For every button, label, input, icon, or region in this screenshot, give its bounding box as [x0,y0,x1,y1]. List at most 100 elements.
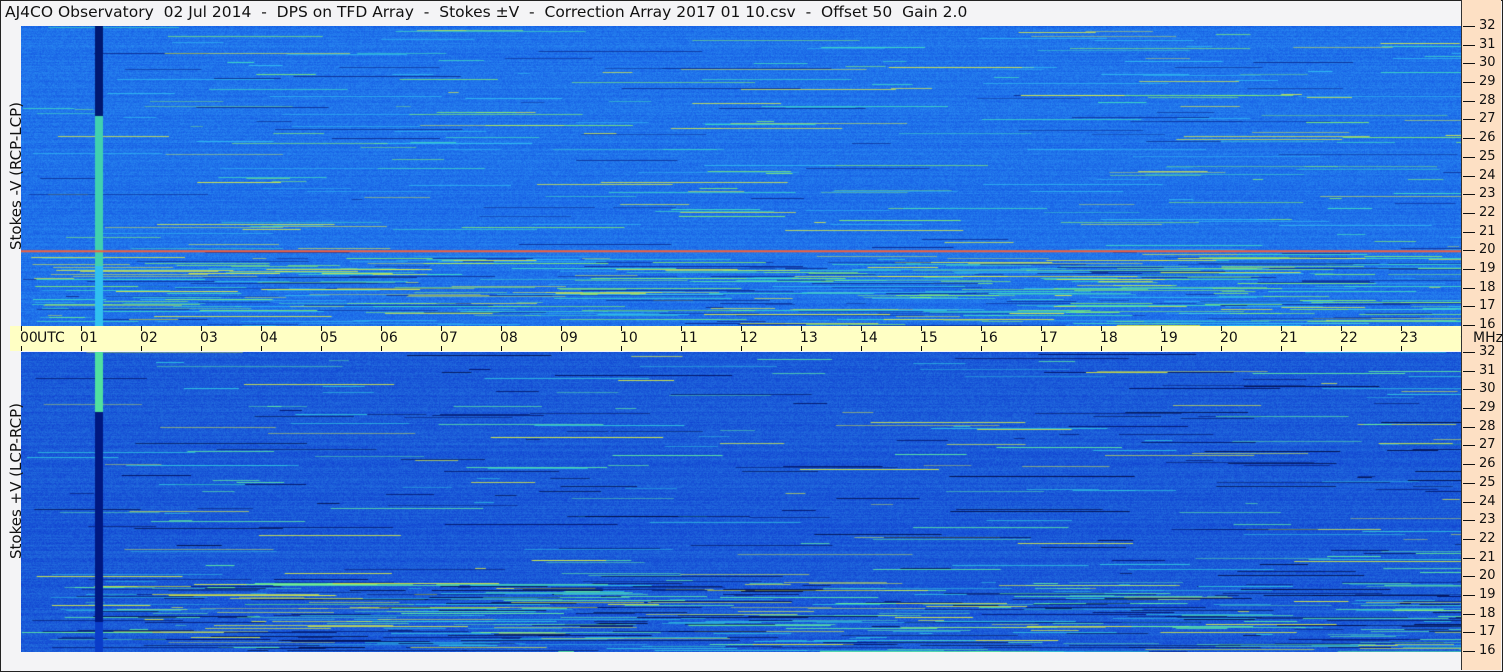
time-tick-mark [21,326,22,331]
freq-tick-label: 28 [1479,418,1496,434]
freq-tick-mark [1463,175,1475,177]
time-tick-label: 05 [320,330,338,346]
time-tick-mark [381,346,382,351]
time-tick-mark [1401,346,1402,351]
time-tick-mark [201,346,202,351]
time-tick-mark [1101,326,1102,331]
freq-tick-mark [1463,119,1475,121]
freq-tick-mark [1463,557,1475,559]
time-tick-mark [141,346,142,351]
freq-tick-label: 22 [1479,204,1496,220]
time-tick-label: 17 [1040,330,1058,346]
time-tick-mark [981,346,982,351]
time-tick-label: 10 [620,330,638,346]
time-tick-mark [321,326,322,331]
freq-tick-label: 25 [1479,148,1496,164]
freq-tick-label: 24 [1479,493,1496,509]
freq-tick-label: 25 [1479,474,1496,490]
time-tick-label: 13 [800,330,818,346]
freq-tick-mark [1463,212,1475,214]
time-tick-mark [801,346,802,351]
freq-tick-label: 20 [1479,242,1496,258]
time-tick-label: 04 [260,330,278,346]
freq-tick-mark [1463,63,1475,65]
freq-tick-mark [1463,632,1475,634]
freq-tick-mark [1463,82,1475,84]
time-tick-mark [1221,326,1222,331]
time-tick-mark [1341,326,1342,331]
time-tick-label: 06 [380,330,398,346]
spectrogram-panel-stokes-plus-v [21,352,1461,652]
time-tick-mark [381,326,382,331]
mhz-label: MHz [1473,330,1503,346]
freq-tick-mark [1463,306,1475,308]
freq-tick-label: 21 [1479,549,1496,565]
time-tick-label: 20 [1220,330,1238,346]
freq-tick-mark [1463,194,1475,196]
time-tick-mark [1161,326,1162,331]
time-tick-mark [921,326,922,331]
time-tick-mark [81,346,82,351]
freq-tick-mark [1463,482,1475,484]
time-tick-mark [21,346,22,351]
freq-tick-label: 19 [1479,586,1496,602]
time-tick-mark [1281,326,1282,331]
time-tick-label: 01 [80,330,98,346]
freq-tick-mark [1463,44,1475,46]
freq-tick-mark [1463,651,1475,652]
time-tick-label: 21 [1280,330,1298,346]
freq-tick-mark [1463,501,1475,503]
spectrogram-panel-stokes-minus-v [21,26,1461,326]
freq-tick-label: 32 [1479,344,1496,359]
time-tick-mark [1041,346,1042,351]
time-tick-mark [1161,346,1162,351]
time-tick-label: 00 [20,330,38,346]
time-tick-mark [561,346,562,351]
time-tick-mark [741,346,742,351]
utc-label: UTC [37,330,65,346]
time-tick-label: 02 [140,330,158,346]
time-axis: 00 01 02 03 04 05 06 07 08 09 10 11 12 13 14 15 16 17 18 19… [10,326,1503,351]
time-tick-mark [501,346,502,351]
freq-tick-label: 16 [1479,643,1496,658]
time-tick-mark [921,346,922,351]
y-axis-label-stokes-plus-v: Stokes +V (LCP-RCP) [7,403,25,559]
time-tick-label: 15 [920,330,938,346]
freq-tick-label: 20 [1479,568,1496,584]
freq-tick-label: 26 [1479,130,1496,146]
time-tick-mark [1341,346,1342,351]
y-axis-label-stokes-minus-v: Stokes -V (RCP-LCP) [7,102,25,250]
time-tick-label: 16 [980,330,998,346]
time-tick-mark [441,346,442,351]
time-tick-mark [681,346,682,351]
freq-tick-mark [1463,156,1475,158]
heatmap-stokes-minus-v [21,26,1461,326]
freq-tick-label: 30 [1479,381,1496,397]
freq-tick-label: 27 [1479,437,1496,453]
freq-tick-mark [1463,408,1475,410]
freq-tick-label: 23 [1479,512,1496,528]
time-tick-label: 11 [680,330,698,346]
freq-tick-mark [1463,287,1475,289]
freq-tick-mark [1463,138,1475,140]
freq-tick-label: 22 [1479,530,1496,546]
freq-tick-label: 28 [1479,92,1496,108]
freq-tick-label: 31 [1479,36,1496,52]
time-tick-label: 03 [200,330,218,346]
freq-tick-label: 19 [1479,260,1496,276]
freq-tick-mark [1463,576,1475,578]
freq-tick-mark [1463,389,1475,391]
time-tick-mark [561,326,562,331]
time-tick-mark [261,346,262,351]
freq-tick-label: 24 [1479,167,1496,183]
time-tick-mark [321,346,322,351]
freq-tick-label: 18 [1479,279,1496,295]
time-tick-label: 07 [440,330,458,346]
freq-tick-label: 30 [1479,55,1496,71]
time-tick-mark [681,326,682,331]
freq-tick-label: 18 [1479,605,1496,621]
time-tick-mark [1041,326,1042,331]
freq-tick-mark [1463,268,1475,270]
time-tick-label: 08 [500,330,518,346]
time-tick-mark [501,326,502,331]
